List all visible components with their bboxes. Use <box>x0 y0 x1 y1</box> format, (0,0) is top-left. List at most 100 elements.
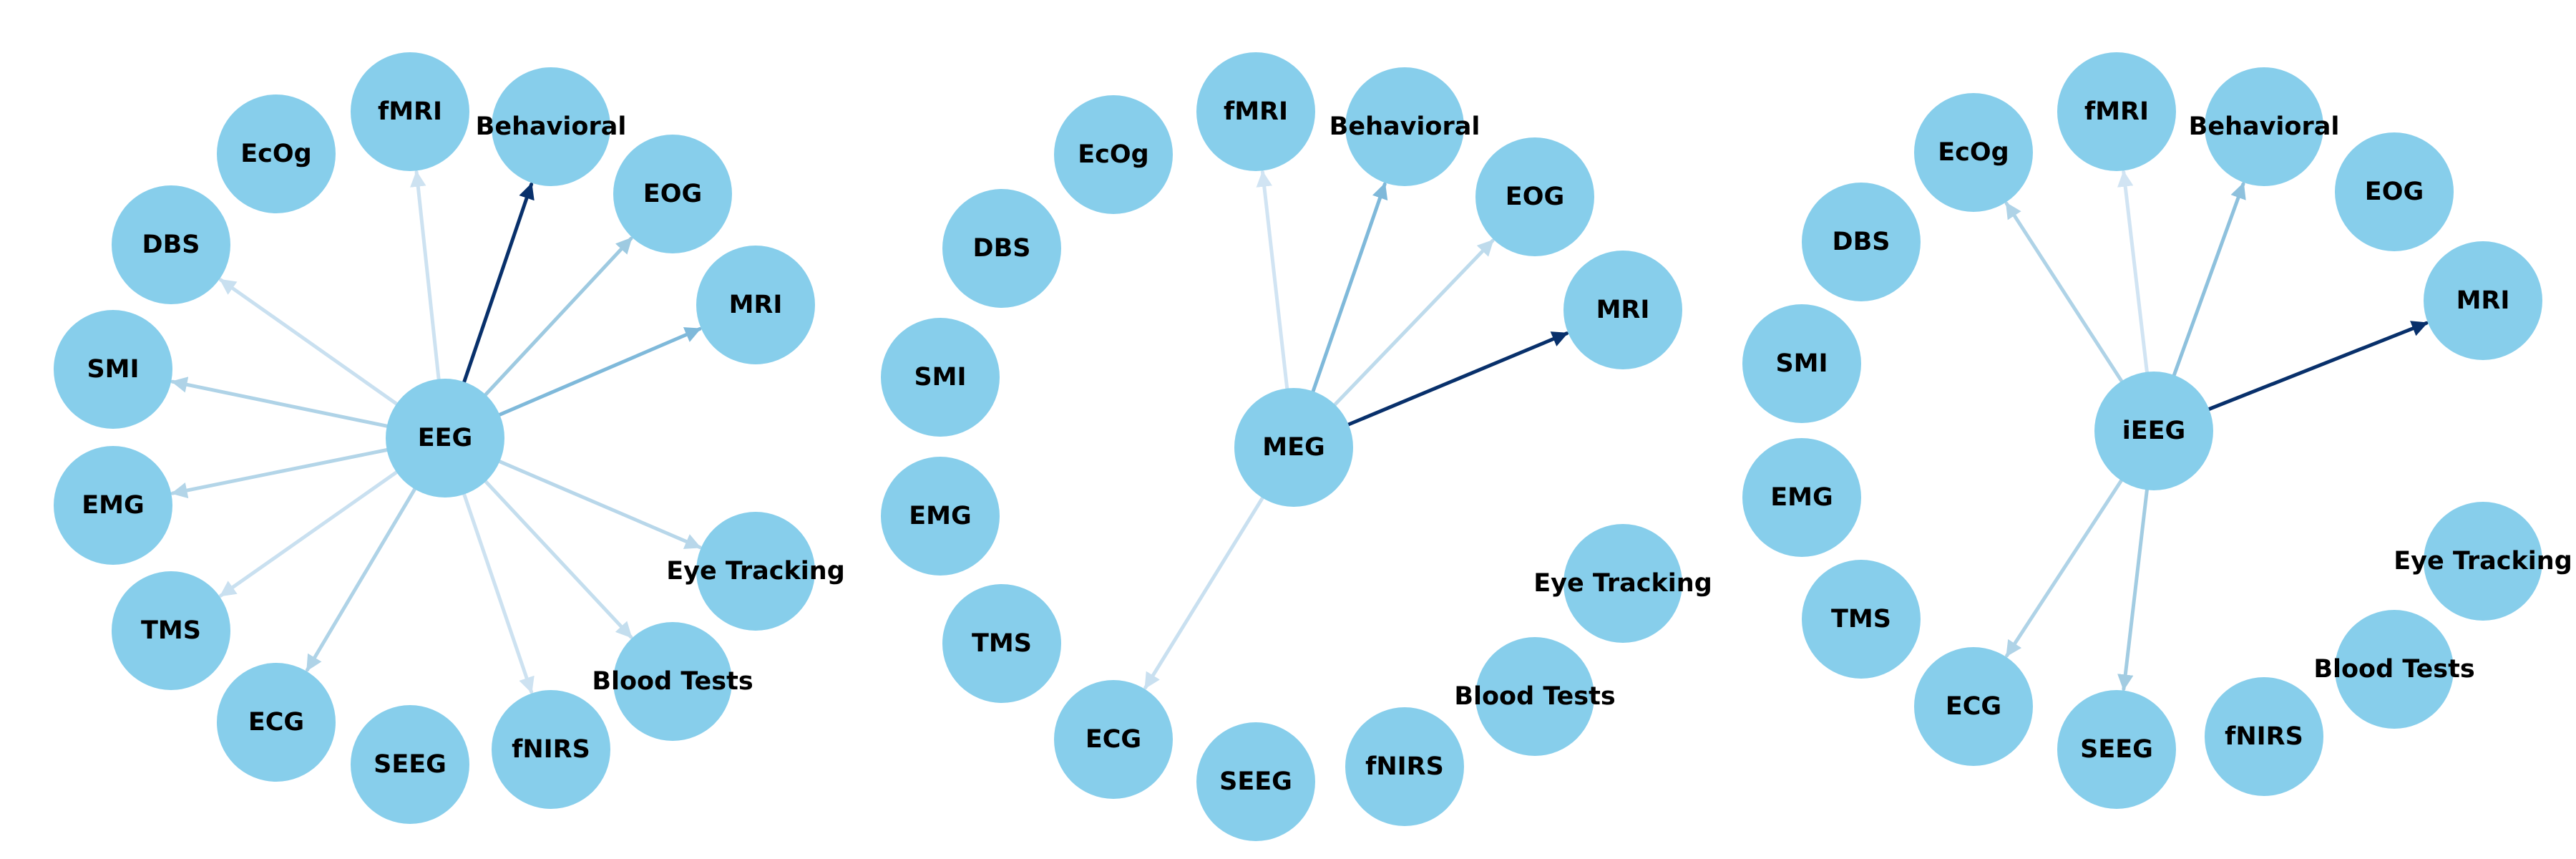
node-eog: EOG <box>1475 137 1594 256</box>
node-circle <box>1196 722 1315 841</box>
node-label: DBS <box>142 230 200 259</box>
node-label: DBS <box>1833 228 1890 256</box>
node-circle <box>2424 502 2542 621</box>
node-label: SMI <box>87 355 139 384</box>
meg-network: MEG fMRI Behavioral EOG MRI Eye Tracking Blood… <box>881 52 1712 841</box>
node-label: Eye Tracking <box>1533 569 1712 598</box>
node-ieeg: iEEG <box>2094 372 2213 490</box>
edge-ieeg-to-seeg <box>2117 487 2149 691</box>
node-mri: MRI <box>2424 241 2542 360</box>
node-circle <box>2094 372 2213 490</box>
edge-eeg-to-smi <box>170 377 389 428</box>
node-label: EOG <box>643 180 702 208</box>
edge-ieeg-to-ecog <box>2004 201 2124 383</box>
node-seeg: SEEG <box>2057 690 2176 809</box>
edge-eeg-to-mri <box>497 327 702 417</box>
node-fnirs: fNIRS <box>2205 677 2323 796</box>
node-label: Blood Tests <box>2313 655 2474 684</box>
node-label: ECG <box>1085 725 1141 754</box>
node-tms: TMS <box>1802 560 1921 679</box>
node-blood-tests: Blood Tests <box>2313 610 2475 729</box>
node-eog: EOG <box>613 135 732 253</box>
edge-layer <box>1143 170 1569 690</box>
node-fnirs: fNIRS <box>1345 707 1464 826</box>
node-ecog: EcOg <box>1054 95 1173 214</box>
node-fnirs: fNIRS <box>492 690 610 809</box>
node-circle <box>613 622 732 741</box>
edge-ieeg-to-fmri <box>2117 170 2149 374</box>
node-circle <box>1345 67 1464 186</box>
node-dbs: DBS <box>112 185 230 304</box>
node-label: DBS <box>973 234 1031 263</box>
node-circle <box>942 584 1061 703</box>
node-label: EMG <box>82 491 144 520</box>
node-label: Blood Tests <box>592 667 753 696</box>
edge-eeg-to-dbs <box>219 278 399 406</box>
node-circle <box>492 67 610 186</box>
node-circle <box>696 512 815 631</box>
node-label: EMG <box>1770 483 1833 512</box>
node-label: ECG <box>1946 692 2001 721</box>
edge-eeg-to-ecg <box>305 487 417 672</box>
edge-eeg-to-eog <box>484 236 633 397</box>
node-circle <box>112 185 230 304</box>
node-label: fNIRS <box>2225 722 2303 751</box>
node-circle <box>2205 677 2323 796</box>
node-fmri: fMRI <box>2057 52 2176 171</box>
node-circle <box>386 379 504 498</box>
node-smi: SMI <box>54 310 172 429</box>
node-circle <box>217 663 336 782</box>
edge-eeg-to-emg <box>170 448 389 499</box>
node-ecg: ECG <box>1914 647 2033 766</box>
node-label: SMI <box>1775 349 1828 378</box>
edge-layer <box>170 170 702 694</box>
node-circle <box>1742 304 1861 423</box>
node-emg: EMG <box>54 446 172 565</box>
node-label: Eye Tracking <box>666 557 845 586</box>
node-circle <box>942 189 1061 308</box>
node-layer: iEEG fMRI Behavioral EOG MRI Eye Tracking Bloo… <box>1742 52 2572 809</box>
node-emg: EMG <box>881 457 1000 576</box>
edge-ieeg-to-ecg <box>2005 478 2123 658</box>
node-circle <box>112 571 230 690</box>
node-label: SEEG <box>374 750 447 779</box>
node-circle <box>2335 610 2454 729</box>
node-label: EOG <box>1506 183 1564 211</box>
node-layer: EEG fMRI Behavioral EOG MRI Eye Tracking Blood… <box>54 52 845 824</box>
edge-meg-to-mri <box>1347 331 1569 427</box>
node-label: Behavioral <box>476 112 627 141</box>
node-seeg: SEEG <box>1196 722 1315 841</box>
node-fmri: fMRI <box>1196 52 1315 171</box>
node-circle <box>2057 690 2176 809</box>
node-blood-tests: Blood Tests <box>592 622 753 741</box>
node-circle <box>1914 93 2033 212</box>
node-smi: SMI <box>881 318 1000 437</box>
node-tms: TMS <box>112 571 230 690</box>
edge-ieeg-to-behavioral <box>2172 182 2246 377</box>
node-label: fMRI <box>378 97 442 126</box>
node-circle <box>881 318 1000 437</box>
node-circle <box>2057 52 2176 171</box>
node-label: SEEG <box>2080 735 2153 764</box>
node-label: EcOg <box>240 140 311 168</box>
edge-ieeg-to-mri <box>2207 321 2429 411</box>
edge-eeg-to-tms <box>219 470 399 598</box>
node-label: iEEG <box>2122 417 2186 445</box>
node-circle <box>54 310 172 429</box>
edge-eeg-to-eye-tracking <box>497 460 702 549</box>
node-circle <box>351 705 469 824</box>
node-label: fNIRS <box>1365 752 1444 781</box>
node-label: TMS <box>1831 605 1891 634</box>
node-circle <box>1345 707 1464 826</box>
ieeg-network: iEEG fMRI Behavioral EOG MRI Eye Tracking Bloo… <box>1742 52 2572 809</box>
node-mri: MRI <box>1563 251 1682 369</box>
node-circle <box>1802 560 1921 679</box>
node-circle <box>1742 438 1861 557</box>
node-eeg: EEG <box>386 379 504 498</box>
node-label: fMRI <box>1224 97 1288 126</box>
edge-meg-to-eog <box>1333 238 1495 407</box>
node-label: MRI <box>729 291 783 319</box>
node-circle <box>1196 52 1315 171</box>
node-circle <box>1914 647 2033 766</box>
node-circle <box>1802 183 1921 301</box>
